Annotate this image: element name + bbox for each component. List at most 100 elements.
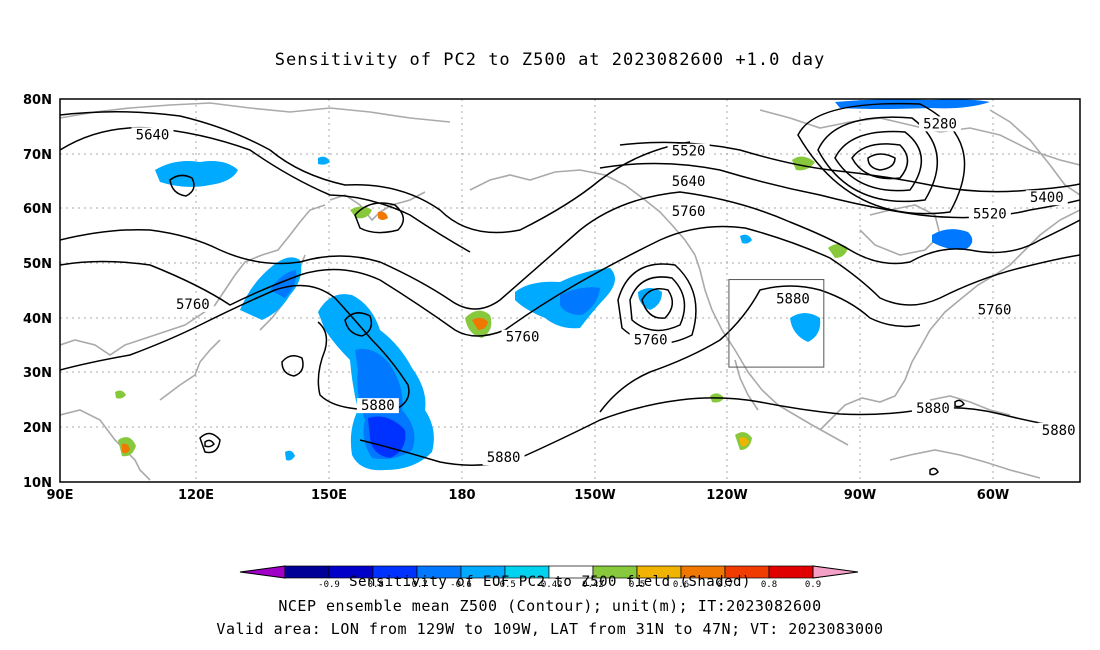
contour-label-bg xyxy=(973,302,1016,318)
latitude-axis: 80N 70N 60N 50N 40N 30N 20N 10N xyxy=(23,93,52,491)
lat-label-80n: 80N xyxy=(23,93,52,108)
contour-label: 5400 xyxy=(1030,190,1064,206)
colorbar-tick-label: -0.5 xyxy=(494,580,516,590)
contour-siberia-ring xyxy=(169,174,195,197)
shade-small-blue-2 xyxy=(740,234,752,244)
colorbar-tick-label: -0.7 xyxy=(406,580,428,590)
contour-arctic-ring-4 xyxy=(817,116,938,203)
contour-label-bg xyxy=(919,116,962,132)
contour-5640-siberia xyxy=(60,126,471,253)
contour-pacific-ring xyxy=(344,312,373,337)
contour-5520 xyxy=(619,141,1080,193)
colorbar-tick-label: 0.42 xyxy=(582,580,604,590)
contour-small-ring-5 xyxy=(929,467,939,476)
gulf-of-mexico-coastline xyxy=(819,347,921,431)
colorbar-tick-label: -0.42 xyxy=(535,580,562,590)
shade-small-blue-3 xyxy=(318,156,330,165)
lon-label-180: 180 xyxy=(448,488,475,503)
shade-aleutian-peak xyxy=(472,317,488,330)
contour-5880-upper-east xyxy=(599,285,921,413)
contour-label: 5880 xyxy=(1042,423,1076,439)
contour-label-bg xyxy=(629,332,672,348)
contour-arctic-ring-2 xyxy=(851,143,909,180)
shade-canada-positive xyxy=(792,156,815,171)
contour-5880-pacific xyxy=(60,284,410,411)
contour-label-bg xyxy=(667,173,710,189)
alaska-coastline xyxy=(469,169,696,256)
colorbar-tick-label: 0.8 xyxy=(761,580,777,590)
contour-label: 5640 xyxy=(136,127,170,143)
contour-label-bg xyxy=(131,127,174,143)
lat-label-10n: 10N xyxy=(23,476,52,491)
contour-small-ring-2 xyxy=(199,432,221,454)
contour-low-ring-2 xyxy=(629,276,686,332)
contour-label-bg xyxy=(171,296,214,312)
lon-label-60w: 60W xyxy=(977,488,1009,503)
shade-small-blue-1 xyxy=(285,450,295,461)
contour-label-bg xyxy=(1037,422,1080,438)
contour-label-bg xyxy=(968,206,1011,222)
lat-label-70n: 70N xyxy=(23,148,52,163)
shade-japan-negative xyxy=(240,257,302,320)
contour-small-ring-3 xyxy=(204,439,215,448)
contour-kamchatka-ring xyxy=(354,202,404,234)
lon-label-150e: 150E xyxy=(311,488,347,503)
shade-mexico-peak xyxy=(739,437,749,447)
contour-label: 5880 xyxy=(487,450,521,466)
contour-label-bg xyxy=(667,203,710,219)
south-america-coastline xyxy=(889,449,1041,479)
lat-label-20n: 20N xyxy=(23,421,52,436)
caribbean-coastline xyxy=(929,395,1011,416)
contour-label-bg xyxy=(1025,190,1068,206)
lon-label-90e: 90E xyxy=(47,488,74,503)
caption-shading: Sensitivity of EOF PC2 to Z500 field (Sh… xyxy=(349,574,751,590)
shade-great-lakes-negative xyxy=(790,313,821,342)
china-south-coastline xyxy=(159,339,221,401)
shade-northeast-pacific-core xyxy=(560,287,600,315)
contour-label-bg xyxy=(482,450,525,466)
contour-small-ring-4 xyxy=(954,399,965,408)
sensitivity-shading xyxy=(115,99,990,471)
baja-coastline xyxy=(734,359,759,411)
contour-arctic-ring-1 xyxy=(867,153,896,171)
z500-contours xyxy=(60,102,1080,476)
shade-central-pacific-deep xyxy=(368,416,406,458)
contour-label: 5760 xyxy=(506,330,540,346)
shade-china-positive xyxy=(115,390,126,399)
lon-label-120e: 120E xyxy=(178,488,214,503)
contour-label: 5760 xyxy=(978,302,1012,318)
lon-label-150w: 150W xyxy=(574,488,615,503)
caption-contour: NCEP ensemble mean Z500 (Contour); unit(… xyxy=(278,597,822,615)
shade-kamchatka-peak xyxy=(378,211,388,220)
contour-label-bg xyxy=(911,400,954,416)
contour-label-bg xyxy=(356,398,399,414)
contour-label-bg xyxy=(667,143,710,159)
contour-label: 5880 xyxy=(361,398,395,414)
shade-japan-core xyxy=(270,270,297,298)
colorbar-tick-label: 0.5 xyxy=(629,580,645,590)
colorbar-tick-label: -0.8 xyxy=(362,580,384,590)
lat-label-30n: 30N xyxy=(23,366,52,381)
colorbar-tick-label: 0.6 xyxy=(673,580,689,590)
colorbar: -0.9 -0.8 -0.7 -0.6 -0.5 -0.42 0.42 0.5 0.6 0.7 0.… xyxy=(239,565,859,590)
contour-arctic-ring-3 xyxy=(834,130,923,192)
contour-label: 5760 xyxy=(634,332,668,348)
contour-label: 5880 xyxy=(776,291,810,307)
lat-label-60n: 60N xyxy=(23,202,52,217)
lat-label-50n: 50N xyxy=(23,257,52,272)
lon-label-90w: 90W xyxy=(844,488,876,503)
contour-label: 5880 xyxy=(916,401,950,417)
contour-5640-east xyxy=(599,162,1080,219)
indochina-coastline xyxy=(60,409,151,481)
contour-5640-west xyxy=(60,110,691,234)
contour-label: 5280 xyxy=(923,116,957,132)
map-title: Sensitivity of PC2 to Z500 at 2023082600… xyxy=(274,50,826,70)
colorbar-tick-label: 0.7 xyxy=(717,580,733,590)
contour-small-ring-1 xyxy=(281,355,304,377)
contour-labels: 5640 5520 5640 5760 5280 5400 5520 5760 5760 5880… xyxy=(131,116,1080,466)
contour-label-bg xyxy=(771,291,814,307)
map-frame xyxy=(59,98,1081,483)
shade-siberia-negative xyxy=(155,161,238,187)
contour-label: 5520 xyxy=(672,144,706,160)
contour-label: 5520 xyxy=(973,207,1007,223)
